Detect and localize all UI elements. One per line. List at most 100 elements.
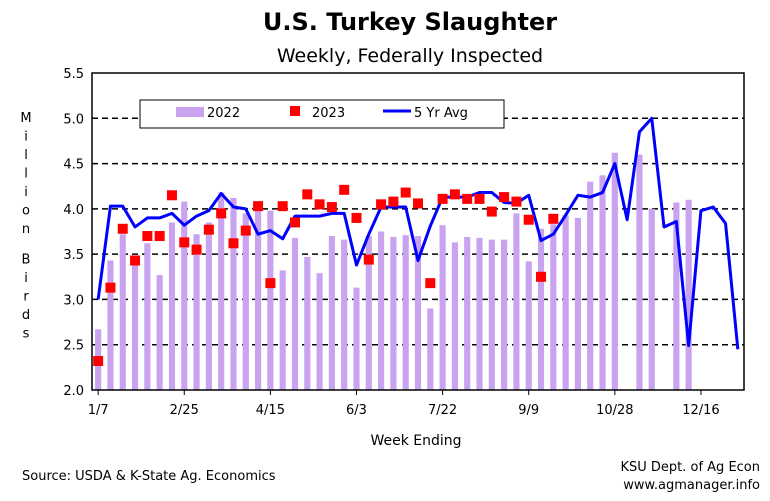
bar-2022 (673, 202, 680, 390)
bar-2022 (107, 260, 114, 390)
point-2023 (253, 201, 264, 212)
bar-2022 (439, 225, 446, 390)
legend-label-5yr: 5 Yr Avg (414, 106, 468, 121)
bar-2022 (193, 234, 200, 390)
point-2023 (240, 225, 251, 236)
y-tick-label: 3.5 (63, 248, 84, 263)
bar-2022 (685, 199, 692, 390)
legend-swatch-2022 (176, 107, 204, 117)
bar-2022 (513, 213, 520, 390)
bar-2022 (353, 287, 360, 390)
bar-2022 (341, 239, 348, 390)
bars-2022 (95, 152, 692, 390)
point-2023 (277, 201, 288, 212)
legend-label-2022: 2022 (207, 106, 240, 121)
legend-marker-2023 (290, 106, 300, 116)
y-axis-label-char: B (22, 253, 31, 268)
x-tick-label: 4/15 (256, 403, 285, 418)
line-5yr-avg-path (96, 116, 740, 350)
y-tick-label: 2.0 (63, 384, 84, 399)
bar-2022 (168, 222, 176, 390)
points-2023 (93, 184, 559, 367)
point-2023 (548, 213, 559, 224)
bar-2022 (255, 201, 262, 390)
credit-line-1: KSU Dept. of Ag Econ (620, 460, 760, 475)
bar-2022 (230, 197, 237, 390)
point-2023 (216, 208, 227, 219)
point-2023 (351, 212, 362, 223)
point-2023 (363, 254, 374, 265)
bar-2022 (488, 239, 495, 390)
y-axis-label-char: l (24, 167, 28, 182)
y-axis-label-char: r (23, 290, 29, 305)
bar-2022 (144, 243, 151, 390)
bar-2022 (365, 236, 372, 390)
source-note: Source: USDA & K-State Ag. Economics (22, 469, 276, 484)
y-tick-label: 4.0 (63, 203, 84, 218)
bar-2022 (378, 231, 385, 390)
bar-2022 (267, 210, 274, 390)
point-2023 (117, 223, 128, 234)
point-2023 (449, 189, 460, 200)
point-2023 (228, 238, 239, 249)
point-2023 (388, 196, 399, 207)
x-tick-label: 9/9 (518, 403, 539, 418)
x-tick-label: 6/3 (346, 403, 367, 418)
bar-2022 (402, 235, 409, 390)
y-tick-label: 5.0 (63, 112, 84, 127)
bar-2022 (131, 265, 139, 390)
bar-2022 (414, 236, 422, 390)
point-2023 (289, 217, 300, 228)
plot-frame (91, 72, 745, 391)
point-2023 (105, 282, 116, 293)
legend-label-2023: 2023 (312, 106, 345, 121)
y-tick-label: 3.0 (63, 293, 84, 308)
point-2023 (179, 237, 190, 248)
bar-2022 (156, 274, 163, 390)
y-axis-label-char: i (24, 185, 28, 200)
point-2023 (376, 199, 387, 210)
legend: 2022 2023 5 Yr Avg (139, 99, 505, 129)
bar-2022 (525, 261, 532, 390)
point-2023 (142, 231, 153, 242)
point-2023 (400, 187, 411, 198)
credit-line-2: www.agmanager.info (623, 478, 760, 493)
bar-2022 (119, 234, 126, 390)
point-2023 (93, 356, 104, 367)
x-axis-label: Week Ending (370, 433, 461, 449)
point-2023 (462, 193, 473, 204)
point-2023 (191, 244, 202, 255)
y-tick-label: 4.5 (63, 158, 84, 173)
bar-2022 (636, 154, 643, 390)
y-axis-label-char: M (20, 111, 31, 126)
point-2023 (154, 231, 165, 242)
bar-2022 (427, 308, 434, 390)
point-2023 (425, 278, 436, 289)
point-2023 (314, 199, 325, 210)
bar-2022 (205, 222, 212, 390)
x-tick-label: 1/7 (88, 403, 109, 418)
chart-title: U.S. Turkey Slaughter (263, 8, 557, 36)
bar-2022 (574, 217, 581, 390)
point-2023 (166, 190, 177, 201)
bar-2022 (537, 228, 545, 390)
point-2023 (437, 193, 448, 204)
x-tick-label: 12/16 (682, 403, 719, 418)
y-axis-label-char: o (22, 204, 30, 219)
y-tick-label: 2.5 (63, 339, 84, 354)
y-axis-label-char: i (24, 271, 28, 286)
point-2023 (523, 214, 534, 225)
point-2023 (203, 224, 214, 235)
x-axis-ticks: 1/7 2/25 4/15 6/3 7/22 9/9 10/28 12/16 (88, 390, 720, 418)
bar-2022 (390, 236, 397, 390)
bar-2022 (291, 237, 299, 390)
bar-2022 (587, 181, 594, 390)
bar-2022 (599, 175, 606, 390)
x-tick-label: 2/25 (170, 403, 199, 418)
y-axis-label-char: d (22, 308, 30, 323)
point-2023 (511, 196, 522, 207)
point-2023 (302, 189, 313, 200)
